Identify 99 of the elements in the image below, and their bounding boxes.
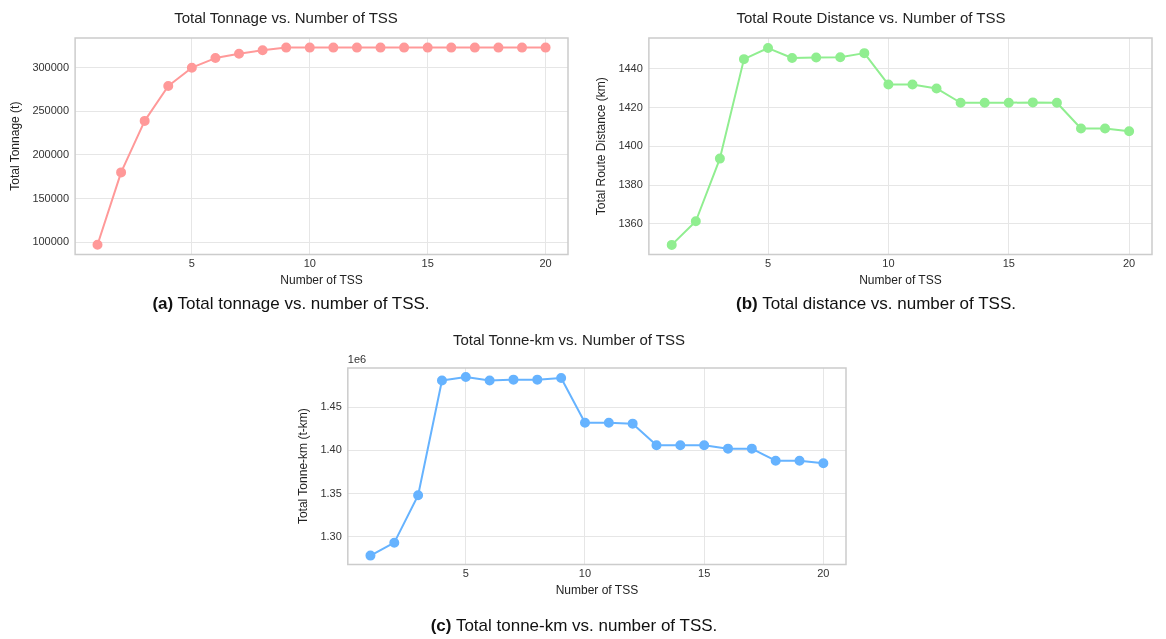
x-tick-label: 20 bbox=[539, 257, 552, 270]
point bbox=[422, 42, 433, 53]
y-axis-title: Total Route Distance (km) bbox=[593, 77, 608, 216]
point bbox=[651, 440, 662, 451]
point bbox=[859, 48, 870, 59]
point bbox=[931, 83, 942, 94]
point bbox=[811, 52, 822, 63]
point bbox=[794, 455, 805, 466]
point bbox=[460, 372, 471, 383]
text: (c) Total tonne-km vs. number of TSS. bbox=[429, 616, 719, 636]
text: (a) Total tonnage vs. number of TSS. bbox=[151, 294, 431, 314]
point bbox=[469, 42, 480, 53]
point bbox=[304, 42, 315, 53]
point bbox=[603, 417, 614, 428]
y-tick-label: 200000 bbox=[32, 147, 70, 160]
chart-title: Total Tonnage vs. Number of TSS bbox=[174, 9, 398, 27]
y-axis-title: Total Tonnage (t) bbox=[7, 101, 22, 191]
point bbox=[690, 216, 701, 227]
x-axis-title: Number of TSS bbox=[280, 273, 363, 288]
chart-title: Total Route Distance vs. Number of TSS bbox=[736, 9, 1006, 27]
x-axis-title: Number of TSS bbox=[555, 583, 639, 598]
point bbox=[257, 45, 268, 56]
point bbox=[493, 42, 504, 53]
point bbox=[714, 153, 725, 164]
y-tick-label: 1380 bbox=[618, 178, 643, 191]
x-tick-label: 10 bbox=[303, 257, 316, 270]
y-tick-label: 1420 bbox=[618, 100, 643, 113]
point bbox=[484, 375, 495, 386]
point bbox=[413, 490, 424, 501]
y-tick-label: 150000 bbox=[32, 191, 70, 204]
point bbox=[508, 374, 519, 385]
x-tick-label: 15 bbox=[1002, 257, 1015, 270]
y-tick-label: 1.35 bbox=[320, 486, 342, 499]
point bbox=[186, 62, 197, 73]
text: 1e6 bbox=[347, 352, 367, 365]
y-tick-label: 1.45 bbox=[320, 400, 342, 413]
y-tick-label: 250000 bbox=[32, 104, 70, 117]
point bbox=[723, 443, 734, 454]
point bbox=[328, 42, 339, 53]
point bbox=[787, 52, 798, 63]
y-tick-label: 100000 bbox=[32, 235, 70, 248]
point bbox=[556, 372, 567, 383]
x-tick-label: 5 bbox=[764, 257, 772, 270]
point bbox=[699, 440, 710, 451]
x-tick-label: 20 bbox=[817, 567, 830, 580]
y-tick-label: 1360 bbox=[618, 216, 643, 229]
x-tick-label: 5 bbox=[462, 567, 469, 580]
x-tick-label: 20 bbox=[1123, 257, 1136, 270]
point bbox=[738, 54, 749, 65]
point bbox=[281, 42, 292, 53]
point bbox=[351, 42, 362, 53]
y-tick-label: 1400 bbox=[618, 139, 643, 152]
point bbox=[532, 374, 543, 385]
point bbox=[234, 48, 245, 59]
point bbox=[436, 375, 447, 386]
point bbox=[92, 239, 103, 250]
point bbox=[666, 239, 677, 250]
point bbox=[1075, 123, 1086, 134]
point bbox=[835, 52, 846, 63]
point bbox=[446, 42, 457, 53]
point bbox=[883, 79, 894, 90]
point bbox=[1027, 97, 1038, 108]
point bbox=[139, 115, 150, 126]
y-tick-label: 1.40 bbox=[320, 443, 342, 456]
point bbox=[1003, 97, 1014, 108]
chart-title: Total Tonne-km vs. Number of TSS bbox=[452, 331, 686, 349]
point bbox=[375, 42, 386, 53]
point bbox=[1051, 97, 1062, 108]
point bbox=[763, 43, 774, 54]
point bbox=[210, 53, 221, 64]
point bbox=[365, 550, 376, 561]
y-tick-label: 1.30 bbox=[320, 529, 342, 542]
y-axis-title: Total Tonne-km (t-km) bbox=[295, 408, 310, 525]
x-tick-label: 10 bbox=[578, 567, 592, 580]
point bbox=[979, 97, 990, 108]
point bbox=[399, 42, 410, 53]
point bbox=[955, 97, 966, 108]
point bbox=[116, 167, 127, 178]
y-tick-label: 1440 bbox=[618, 61, 643, 74]
point bbox=[675, 440, 686, 451]
point bbox=[540, 42, 551, 53]
point bbox=[818, 458, 829, 469]
y-tick-label: 300000 bbox=[32, 60, 70, 73]
point bbox=[389, 537, 400, 548]
text: (b) Total distance vs. number of TSS. bbox=[735, 294, 1017, 314]
point bbox=[746, 443, 757, 454]
x-axis-title: Number of TSS bbox=[859, 273, 942, 288]
point bbox=[1100, 123, 1111, 134]
x-tick-label: 15 bbox=[698, 567, 711, 580]
point bbox=[163, 80, 174, 91]
point bbox=[579, 417, 590, 428]
point bbox=[1124, 126, 1135, 137]
x-tick-label: 10 bbox=[882, 257, 895, 270]
point bbox=[770, 455, 781, 466]
point bbox=[517, 42, 528, 53]
x-tick-label: 5 bbox=[188, 257, 195, 270]
point bbox=[907, 79, 918, 90]
x-tick-label: 15 bbox=[421, 257, 434, 270]
point bbox=[627, 418, 638, 429]
